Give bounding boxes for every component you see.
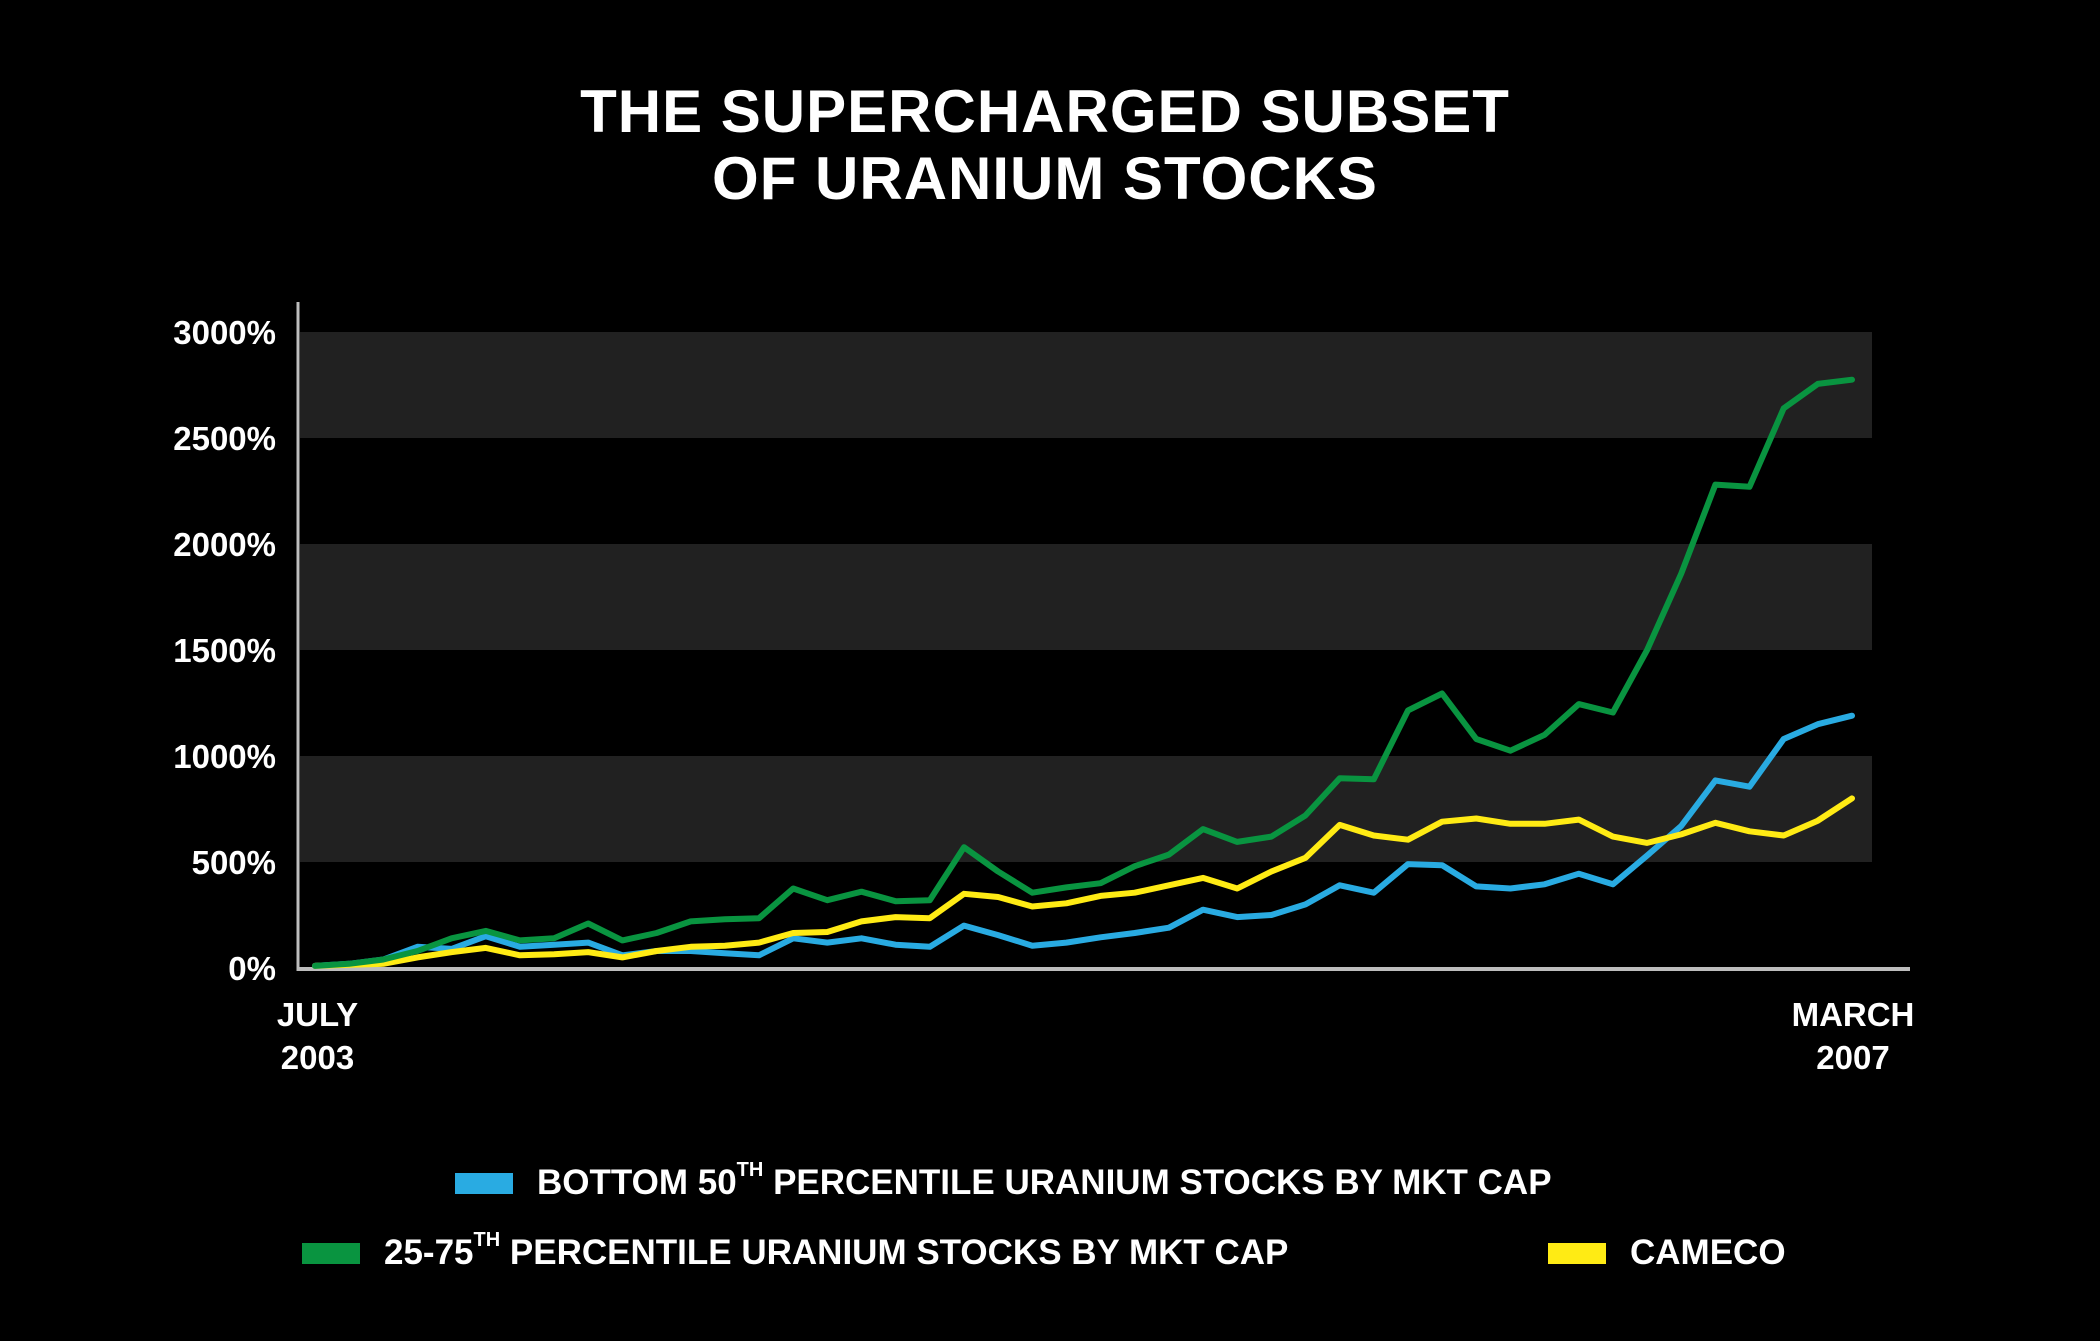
y-tick-label: 2500% — [173, 420, 276, 457]
y-tick-label: 500% — [192, 844, 276, 881]
legend-swatch-green — [302, 1242, 360, 1264]
legend-label: BOTTOM 50TH PERCENTILE URANIUM STOCKS BY… — [537, 1159, 1552, 1202]
series-line-2 — [312, 795, 1855, 969]
series-line-0 — [312, 712, 1855, 969]
x-end-year: 2007 — [1816, 1039, 1890, 1076]
x-end-month: MARCH — [1791, 996, 1915, 1033]
background-bands — [300, 332, 1872, 862]
x-axis-start-label: JULY 2003 — [250, 993, 385, 1079]
x-start-month: JULY — [276, 996, 359, 1033]
y-tick-label: 0% — [228, 950, 276, 987]
background-band — [300, 332, 1872, 438]
legend-item-cameco: CAMECO — [1548, 1233, 1786, 1273]
y-axis-ticks: 0% 500% 1000% 1500% 2000% 2500% 3000% — [173, 314, 276, 987]
chart-title-line-2: OF URANIUM STOCKS — [712, 145, 1378, 212]
background-band — [300, 544, 1872, 650]
y-tick-label: 1500% — [173, 632, 276, 669]
x-axis-end-label: MARCH 2007 — [1773, 993, 1933, 1079]
y-tick-label: 1000% — [173, 738, 276, 775]
x-start-year: 2003 — [280, 1039, 355, 1076]
series-lines — [312, 376, 1855, 969]
axes — [296, 302, 1910, 971]
legend-item-bottom-50: BOTTOM 50TH PERCENTILE URANIUM STOCKS BY… — [455, 1159, 1552, 1203]
legend-label: CAMECO — [1630, 1233, 1786, 1272]
legend-swatch-blue — [455, 1172, 513, 1194]
y-tick-label: 3000% — [173, 314, 276, 351]
legend-swatch-yellow — [1548, 1242, 1606, 1264]
y-tick-label: 2000% — [173, 526, 276, 563]
series-line-1 — [312, 376, 1855, 969]
legend-label: 25-75TH PERCENTILE URANIUM STOCKS BY MKT… — [384, 1229, 1289, 1272]
legend-item-25-75: 25-75TH PERCENTILE URANIUM STOCKS BY MKT… — [302, 1229, 1289, 1273]
chart-title-line-1: THE SUPERCHARGED SUBSET — [580, 78, 1510, 145]
background-band — [300, 756, 1872, 862]
chart-title: THE SUPERCHARGED SUBSET OF URANIUM STOCK… — [0, 78, 2090, 212]
